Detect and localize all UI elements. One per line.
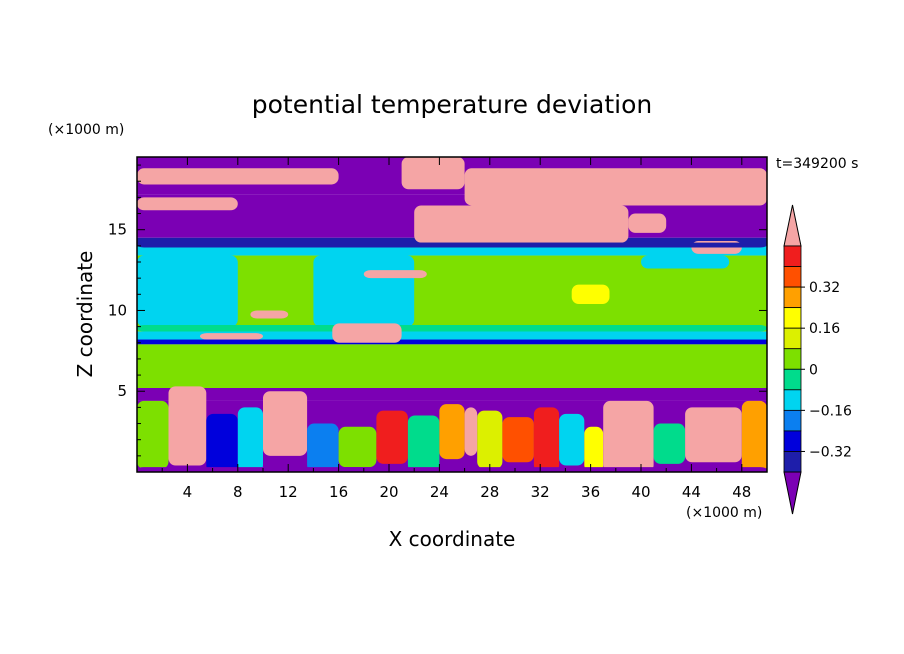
- field-region: [206, 413, 238, 472]
- colorbar-label: −0.16: [809, 403, 852, 419]
- x-tick-label: 12: [279, 483, 298, 501]
- field-region: [307, 423, 339, 472]
- field-region: [137, 242, 767, 248]
- colorbar-box: [783, 368, 802, 391]
- x-tick-label: 48: [732, 483, 751, 501]
- field-region: [313, 255, 415, 327]
- x-tick-label: 24: [430, 483, 449, 501]
- colorbar-label: 0: [809, 362, 818, 378]
- field-region: [137, 400, 169, 469]
- x-tick-label: 8: [233, 483, 243, 501]
- y-unit-label: (×1000 m): [48, 122, 124, 138]
- field-region: [200, 333, 263, 340]
- field-region: [168, 386, 207, 466]
- field-region: [477, 410, 503, 469]
- x-tick-label: 16: [329, 483, 348, 501]
- field-band: [137, 344, 767, 388]
- field-band: [137, 331, 767, 340]
- colorbar-box: [783, 451, 802, 473]
- contour-field: [137, 157, 767, 472]
- field-region: [414, 205, 629, 243]
- colorbar-label: −0.32: [809, 444, 852, 460]
- field-region: [641, 255, 730, 269]
- field-region: [584, 426, 604, 472]
- field-region: [137, 168, 339, 185]
- colorbar-box: [783, 307, 802, 329]
- x-axis-title: X coordinate: [389, 527, 516, 551]
- field-region: [464, 168, 767, 206]
- field-region: [263, 391, 308, 456]
- x-tick-label: 28: [480, 483, 499, 501]
- field-region: [464, 407, 478, 456]
- field-region: [363, 270, 427, 279]
- field-region: [741, 400, 767, 472]
- x-unit-label: (×1000 m): [686, 505, 762, 521]
- x-tick-label: 4: [183, 483, 193, 501]
- field-region: [137, 197, 238, 211]
- x-axis: 4 8 12 16 20 24 28 32 36 40 44 48: [161, 157, 751, 501]
- chart-title: potential temperature deviation: [252, 90, 652, 119]
- y-axis: 5 10 15: [108, 164, 767, 457]
- colorbar-box: [783, 327, 802, 350]
- x-tick-label: 40: [631, 483, 650, 501]
- field-region: [338, 426, 377, 468]
- colorbar-bottom-arrow: [783, 471, 802, 515]
- field-region: [137, 255, 238, 327]
- x-tick-label: 44: [682, 483, 701, 501]
- colorbar-box: [783, 389, 802, 411]
- field-region: [407, 415, 440, 472]
- field-region: [653, 423, 686, 464]
- field-blobs: [137, 157, 767, 472]
- field-region: [571, 284, 610, 304]
- field-band: [137, 388, 767, 401]
- field-band: [137, 339, 767, 345]
- field-region: [237, 407, 263, 472]
- x-tick-label: 20: [379, 483, 398, 501]
- colorbar-label: 0.32: [809, 280, 840, 296]
- colorbar: 0.32 0.16 0 −0.16 −0.32: [783, 204, 852, 515]
- y-axis-title: Z coordinate: [73, 251, 97, 378]
- field-region: [628, 213, 667, 233]
- field-region: [439, 404, 465, 460]
- field-region: [401, 157, 465, 190]
- field-region: [603, 400, 654, 472]
- colorbar-box: [783, 348, 802, 370]
- colorbar-box: [783, 430, 802, 452]
- field-region: [559, 413, 585, 466]
- field-region: [502, 417, 534, 463]
- field-region: [137, 467, 767, 472]
- field-region: [250, 310, 289, 319]
- colorbar-box: [783, 286, 802, 309]
- field-region: [685, 407, 742, 463]
- colorbar-box: [783, 266, 802, 288]
- field-region: [533, 407, 560, 472]
- colorbar-label: 0.16: [809, 321, 840, 337]
- colorbar-top-arrow: [783, 204, 802, 247]
- y-tick-label: 15: [108, 221, 127, 239]
- x-tick-label: 32: [531, 483, 550, 501]
- x-tick-label: 36: [581, 483, 600, 501]
- y-tick-label: 5: [117, 382, 127, 400]
- plot-frame: [136, 156, 768, 473]
- time-label: t=349200 s: [776, 156, 858, 172]
- colorbar-box: [783, 245, 802, 267]
- field-region: [332, 323, 402, 343]
- field-region: [376, 410, 408, 464]
- y-tick-label: 10: [108, 301, 127, 319]
- colorbar-box: [783, 409, 802, 432]
- field-region: [137, 325, 767, 332]
- field-band: [137, 245, 767, 256]
